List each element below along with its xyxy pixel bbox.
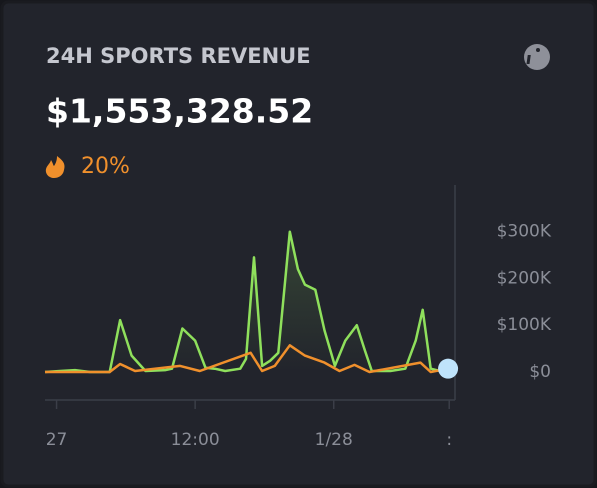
y-tick-label: $100K — [497, 315, 552, 335]
info-glyph — [526, 55, 531, 64]
x-tick-label: 1/28 — [315, 430, 353, 450]
card-title: 24H SPORTS REVENUE — [46, 44, 311, 68]
x-tick-label: : — [446, 430, 452, 450]
revenue-amount: $1,553,328.52 — [46, 92, 313, 131]
y-tick-label: $0 — [529, 362, 551, 382]
line — [44, 230, 449, 374]
y-tick-label: $200K — [497, 268, 552, 288]
x-tick-label: 12:00 — [171, 430, 220, 450]
info-glyph-dot — [536, 48, 540, 52]
info-icon[interactable] — [524, 44, 550, 70]
current-point — [438, 358, 459, 379]
change-percent: 20% — [81, 154, 130, 179]
flame-icon — [45, 156, 65, 178]
y-tick-label: $300K — [497, 222, 552, 242]
x-tick-label: 27 — [46, 430, 68, 450]
info-button[interactable] — [524, 44, 550, 70]
line — [45, 344, 449, 374]
